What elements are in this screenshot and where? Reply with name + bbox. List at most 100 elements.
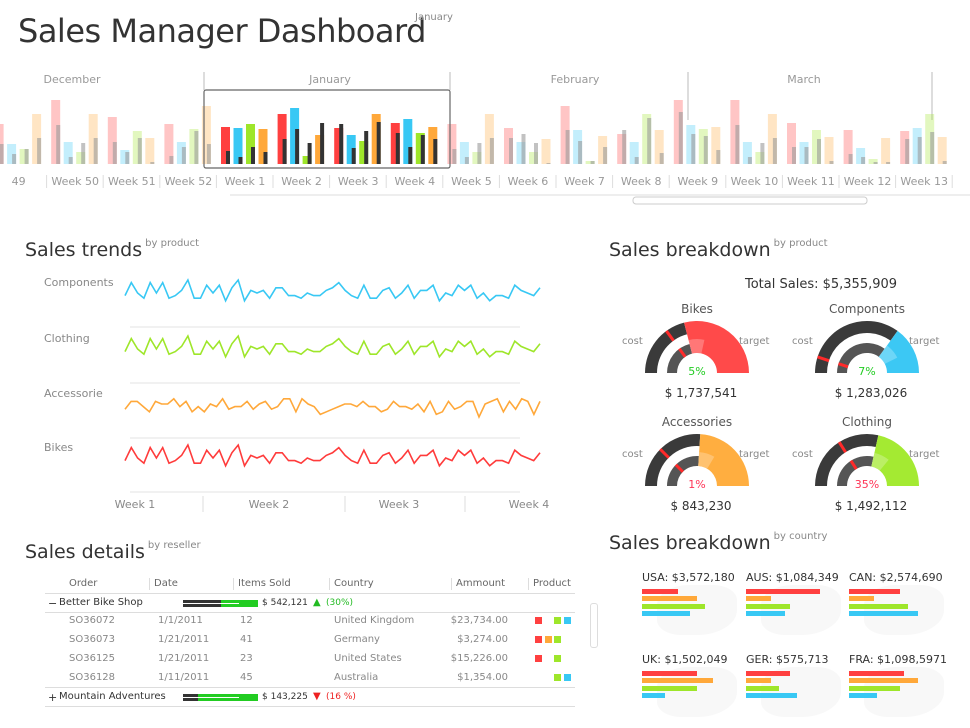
trend-line-accessorie	[124, 397, 541, 420]
bar-target-clothing	[590, 161, 595, 164]
column-header-order[interactable]: Order	[69, 578, 98, 589]
bar-clothing	[19, 149, 29, 164]
bar-target-bikes	[678, 112, 683, 164]
table-row[interactable]: SO36128 1/11/2011 45 Australia $1,354.00	[0, 672, 590, 691]
bar-accessories	[201, 106, 211, 164]
bar-target-clothing	[251, 147, 255, 164]
group-progress-bar	[183, 600, 258, 607]
bar-bikes	[164, 124, 174, 164]
bar-bikes	[617, 134, 627, 164]
column-header-date[interactable]: Date	[154, 578, 178, 589]
week-axis-label: Week 1	[115, 498, 156, 511]
bar-clothing	[868, 159, 878, 164]
bar-target-accessories	[772, 138, 777, 164]
table-row[interactable]: SO36072 1/1/2011 12 United Kingdom $23,734.0…	[0, 615, 590, 634]
bar-target-bikes	[622, 130, 627, 164]
country-label: GER: $575,713	[746, 653, 829, 666]
country-bar	[849, 671, 904, 676]
bar-clothing	[642, 114, 652, 164]
bar-clothing	[189, 129, 199, 164]
bar-target-accessories	[37, 138, 42, 164]
items-cell: 12	[240, 615, 253, 626]
bar-target-bikes	[735, 125, 740, 164]
table-row[interactable]: SO36073 1/21/2011 41 Germany $3,274.00	[0, 634, 590, 653]
trend-up-icon: ▲	[313, 597, 321, 608]
week-label: Week 12	[844, 175, 892, 188]
bar-clothing	[359, 141, 369, 164]
date-cell: 1/1/2011	[158, 615, 203, 626]
bar-target-clothing	[364, 131, 369, 164]
week-label: Week 51	[108, 175, 156, 188]
scrollbar-thumb[interactable]	[632, 196, 868, 205]
column-divider	[451, 578, 452, 590]
bar-bikes	[560, 106, 570, 164]
amount-cell: $1,354.00	[457, 672, 508, 683]
bar-components	[856, 148, 866, 164]
bar-clothing	[132, 131, 142, 164]
breakdown-product-subtitle: by product	[773, 238, 828, 249]
country-bar	[642, 610, 690, 616]
bar-accessories	[315, 135, 325, 164]
country-label: UK: $1,502,049	[642, 653, 728, 666]
bar-target-accessories	[206, 144, 211, 164]
bar-target-clothing	[534, 143, 538, 164]
bar-target-clothing	[194, 131, 199, 164]
bar-accessories	[484, 114, 494, 164]
bar-clothing	[698, 129, 708, 164]
column-header-ammount[interactable]: Ammount	[456, 578, 506, 589]
column-divider	[528, 578, 529, 590]
table-scrollbar[interactable]	[590, 603, 598, 648]
product-swatch	[544, 636, 552, 643]
product-swatch	[554, 636, 561, 643]
month-label: February	[551, 73, 600, 86]
group-progress-bar	[183, 694, 258, 701]
bar-components	[912, 128, 922, 164]
bar-bikes	[504, 128, 513, 164]
column-header-country[interactable]: Country	[334, 578, 374, 589]
group-name[interactable]: Better Bike Shop	[59, 597, 143, 608]
gauge-title: Components	[829, 302, 905, 316]
bar-accessories	[654, 130, 664, 164]
title-text: Sales Manager Dashboard	[18, 12, 426, 50]
bar-target-clothing	[703, 136, 708, 164]
gauge-svg: Clothing cost target 35% $ 1,492,112	[792, 415, 939, 513]
bar-target-clothing	[760, 143, 765, 164]
week-axis-label: Week 2	[249, 498, 290, 511]
bar-target-bikes	[395, 133, 400, 164]
country-bar	[849, 589, 900, 594]
bar-target-accessories	[150, 162, 155, 164]
group-total: $ 542,121	[262, 598, 308, 608]
bar-target-bikes	[0, 144, 4, 164]
weekly-overview-chart[interactable]: December January February March 49 Week 50 Wee…	[0, 60, 970, 210]
country-bar	[642, 678, 713, 684]
country-label: AUS: $1,084,349	[746, 571, 839, 584]
country-bar	[849, 610, 918, 616]
week-label: Week 10	[731, 175, 779, 188]
selection-window[interactable]	[203, 89, 451, 169]
bar-components	[742, 142, 752, 164]
table-row[interactable]: SO36125 1/21/2011 23 United States $15,226.0…	[0, 653, 590, 672]
column-divider	[329, 578, 330, 590]
bar-accessories	[145, 138, 155, 164]
group-toggle-icon[interactable]: +	[48, 691, 58, 704]
bar-target-components	[295, 129, 300, 164]
bar-accessories	[881, 138, 891, 164]
bar-bikes	[277, 114, 287, 164]
trend-down-icon: ▼	[313, 691, 321, 702]
column-header-product[interactable]: Product	[533, 578, 571, 589]
bar-components	[516, 142, 526, 164]
group-progress-line	[183, 603, 240, 604]
group-name[interactable]: Mountain Adventures	[59, 691, 166, 702]
bar-target-components	[351, 148, 356, 164]
trend-label: Clothing	[44, 332, 90, 345]
gauge-title: Bikes	[681, 302, 713, 316]
week-label: Week 1	[225, 175, 266, 188]
breakdown-country-title-text: Sales breakdown	[609, 532, 771, 554]
bar-components	[573, 130, 583, 164]
trend-line-components	[124, 278, 541, 303]
week-label: 49	[12, 175, 26, 188]
column-header-items-sold[interactable]: Items Sold	[238, 578, 291, 589]
bar-bikes	[390, 123, 400, 164]
group-toggle-icon[interactable]: −	[48, 597, 58, 610]
bar-bikes	[221, 127, 230, 164]
